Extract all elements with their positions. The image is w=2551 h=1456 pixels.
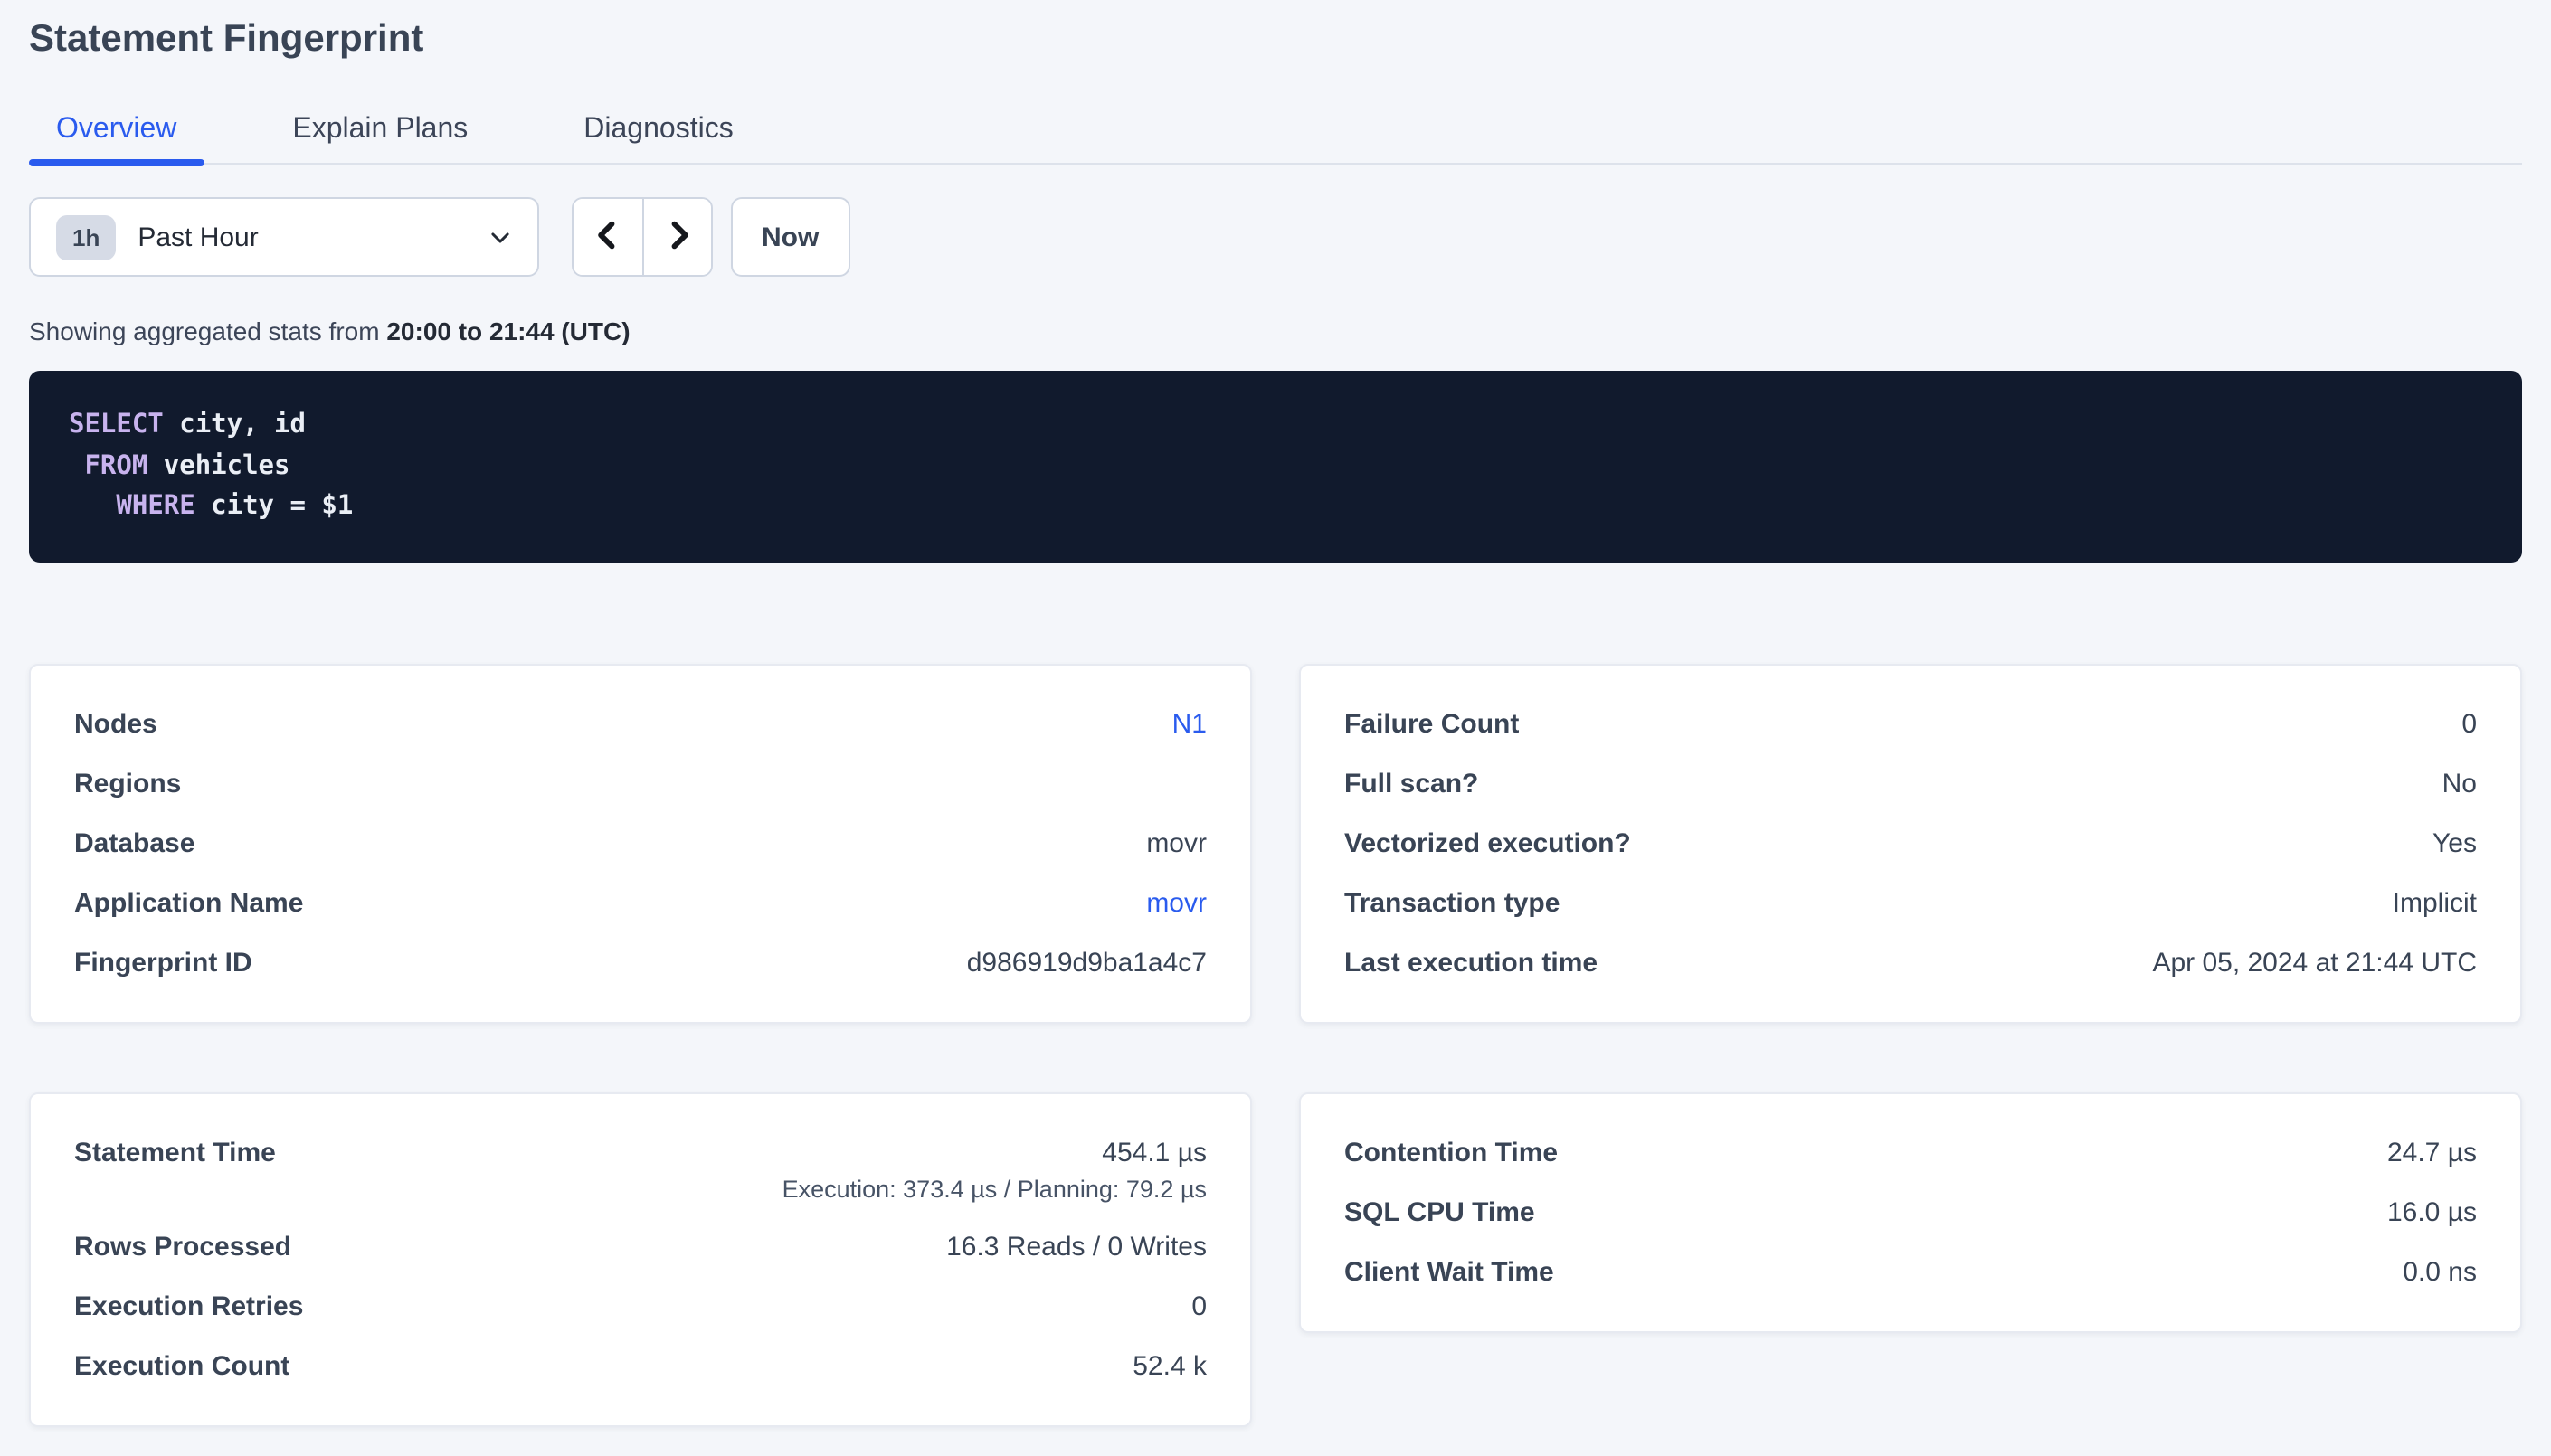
execution-count-label: Execution Count (74, 1350, 290, 1381)
chevron-left-icon (592, 218, 624, 256)
node-link[interactable]: N1 (1171, 708, 1207, 739)
time-controls: 1h Past Hour Now (29, 197, 2522, 277)
aggregated-stats-text: Showing aggregated stats from 20:00 to 2… (29, 317, 2522, 345)
failure-count-value: 0 (2461, 708, 2477, 739)
nodes-label: Nodes (74, 708, 157, 739)
interval-badge: 1h (56, 214, 117, 260)
execution-count-value: 52.4 k (1133, 1350, 1207, 1381)
time-step-buttons (572, 197, 713, 277)
vectorized-label: Vectorized execution? (1344, 827, 1631, 858)
transaction-type-label: Transaction type (1344, 887, 1560, 918)
execution-retries-label: Execution Retries (74, 1291, 304, 1321)
detail-row-database: Database movr (74, 813, 1207, 873)
time-range-select[interactable]: 1h Past Hour (29, 197, 539, 277)
now-button[interactable]: Now (731, 197, 850, 277)
detail-row-last-execution-time: Last execution time Apr 05, 2024 at 21:4… (1344, 932, 2477, 992)
previous-time-button[interactable] (574, 199, 642, 275)
rows-processed-label: Rows Processed (74, 1231, 292, 1262)
client-wait-time-label: Client Wait Time (1344, 1256, 1554, 1287)
sql-line: WHERE city = $1 (69, 487, 2482, 527)
statement-time-breakdown: Execution: 373.4 µs / Planning: 79.2 µs (782, 1175, 1207, 1202)
sql-cpu-time-value: 16.0 µs (2386, 1196, 2477, 1227)
detail-row-regions: Regions (74, 753, 1207, 813)
statement-time-values: 454.1 µs Execution: 373.4 µs / Planning:… (782, 1137, 1207, 1202)
sql-text: city, id (163, 411, 306, 440)
application-name-link[interactable]: movr (1146, 887, 1207, 918)
rows-processed-value: 16.3 Reads / 0 Writes (946, 1231, 1207, 1262)
sql-indent (69, 492, 116, 521)
detail-row-nodes: Nodes N1 (74, 694, 1207, 753)
detail-row-failure-count: Failure Count 0 (1344, 694, 2477, 753)
statement-time-value: 454.1 µs (1102, 1137, 1207, 1168)
last-execution-time-value: Apr 05, 2024 at 21:44 UTC (2152, 947, 2477, 978)
page-title: Statement Fingerprint (29, 18, 424, 60)
regions-label: Regions (74, 768, 182, 799)
sql-line: FROM vehicles (69, 446, 2482, 487)
fingerprint-id-label: Fingerprint ID (74, 947, 252, 978)
tab-overview[interactable]: Overview (29, 98, 204, 166)
database-value: movr (1146, 827, 1207, 858)
detail-row-vectorized: Vectorized execution? Yes (1344, 813, 2477, 873)
statement-time-card: Statement Time 454.1 µs Execution: 373.4… (29, 1092, 1252, 1426)
stat-row-sql-cpu-time: SQL CPU Time 16.0 µs (1344, 1182, 2477, 1242)
execution-retries-value: 0 (1191, 1291, 1207, 1321)
time-range-label: Past Hour (138, 222, 259, 252)
vectorized-value: Yes (2432, 827, 2477, 858)
tab-bar: Overview Explain Plans Diagnostics (29, 98, 2522, 166)
sql-statement-box: SELECT city, id FROM vehicles WHERE city… (29, 371, 2522, 562)
application-name-label: Application Name (74, 887, 304, 918)
fingerprint-id-value: d986919d9ba1a4c7 (966, 947, 1207, 978)
chevron-right-icon (661, 218, 694, 256)
next-time-button[interactable] (642, 199, 711, 275)
detail-row-transaction-type: Transaction type Implicit (1344, 873, 2477, 932)
sql-indent (69, 451, 84, 480)
sql-keyword: WHERE (116, 492, 195, 521)
sql-text: city = $1 (194, 492, 354, 521)
client-wait-time-value: 0.0 ns (2403, 1256, 2477, 1287)
detail-row-full-scan: Full scan? No (1344, 753, 2477, 813)
failure-count-label: Failure Count (1344, 708, 1520, 739)
sql-line: SELECT city, id (69, 405, 2482, 446)
tab-explain-plans[interactable]: Explain Plans (292, 114, 469, 145)
execution-attributes-card: Failure Count 0 Full scan? No Vectorized… (1299, 663, 2522, 1023)
latency-card: Contention Time 24.7 µs SQL CPU Time 16.… (1299, 1092, 2522, 1332)
stat-row-execution-count: Execution Count 52.4 k (74, 1336, 1207, 1395)
stat-row-client-wait-time: Client Wait Time 0.0 ns (1344, 1242, 2477, 1301)
sql-text: vehicles (147, 451, 290, 480)
sql-keyword: FROM (84, 451, 148, 480)
tab-diagnostics[interactable]: Diagnostics (583, 114, 734, 145)
stat-row-rows-processed: Rows Processed 16.3 Reads / 0 Writes (74, 1216, 1207, 1276)
database-label: Database (74, 827, 195, 858)
contention-time-label: Contention Time (1344, 1137, 1559, 1168)
sql-cpu-time-label: SQL CPU Time (1344, 1196, 1535, 1227)
summary-cards-grid: Nodes N1 Regions Database movr Applicati… (29, 663, 2522, 1426)
statement-details-card: Nodes N1 Regions Database movr Applicati… (29, 663, 1252, 1023)
chevron-down-icon (488, 225, 512, 249)
detail-row-fingerprint-id: Fingerprint ID d986919d9ba1a4c7 (74, 932, 1207, 992)
stat-row-contention-time: Contention Time 24.7 µs (1344, 1122, 2477, 1182)
sql-keyword: SELECT (69, 411, 164, 440)
statement-time-label: Statement Time (74, 1137, 276, 1168)
transaction-type-value: Implicit (2392, 887, 2477, 918)
stat-row-statement-time: Statement Time 454.1 µs Execution: 373.4… (74, 1122, 1207, 1216)
last-execution-time-label: Last execution time (1344, 947, 1598, 978)
stat-row-execution-retries: Execution Retries 0 (74, 1276, 1207, 1336)
contention-time-value: 24.7 µs (2386, 1137, 2477, 1168)
detail-row-application-name: Application Name movr (74, 873, 1207, 932)
full-scan-value: No (2442, 768, 2477, 799)
full-scan-label: Full scan? (1344, 768, 1479, 799)
aggregated-stats-range: 20:00 to 21:44 (UTC) (386, 317, 631, 345)
aggregated-stats-prefix: Showing aggregated stats from (29, 317, 387, 345)
